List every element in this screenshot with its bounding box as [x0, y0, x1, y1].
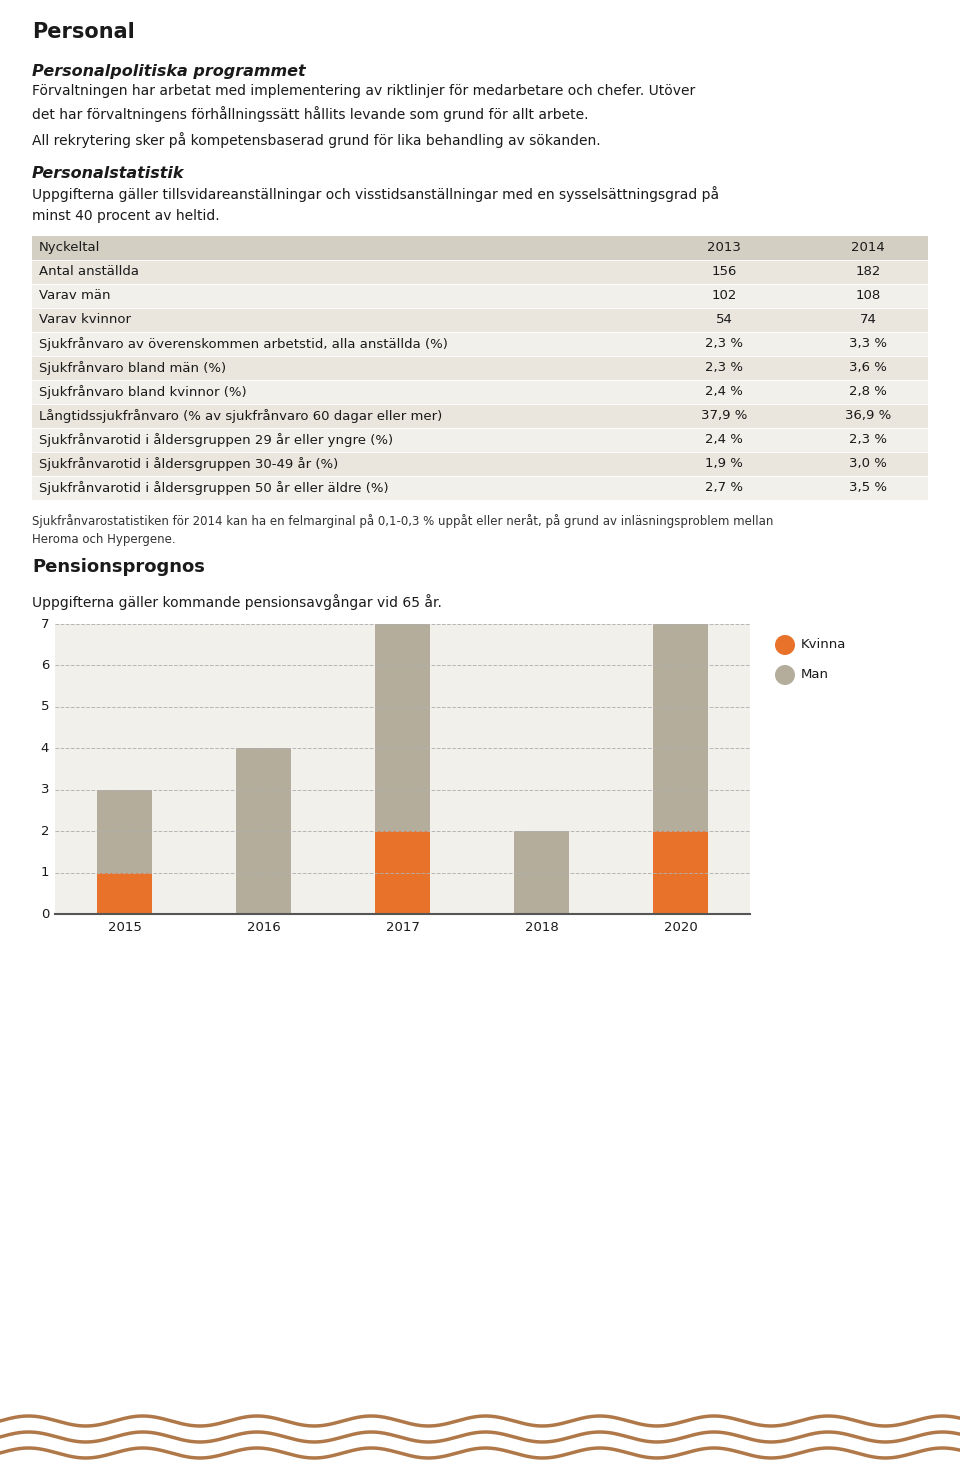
- Text: Uppgifterna gäller kommande pensionsavgångar vid 65 år.: Uppgifterna gäller kommande pensionsavgå…: [32, 593, 442, 610]
- Circle shape: [775, 635, 795, 655]
- Text: 2013: 2013: [708, 241, 741, 254]
- Bar: [32, 260, 928, 283]
- Bar: [32, 452, 928, 475]
- Text: 36,9 %: 36,9 %: [845, 409, 891, 422]
- Text: 108: 108: [855, 289, 880, 303]
- Bar: [32, 308, 928, 332]
- Bar: [32, 356, 928, 379]
- Text: 2,3 %: 2,3 %: [705, 337, 743, 350]
- Text: 2015: 2015: [108, 921, 141, 934]
- Text: Sjukfrånvaro av överenskommen arbetstid, alla anställda (%): Sjukfrånvaro av överenskommen arbetstid,…: [39, 337, 448, 351]
- Text: Nyckeltal: Nyckeltal: [39, 241, 101, 254]
- Text: 156: 156: [711, 266, 736, 277]
- Text: 54: 54: [715, 313, 732, 326]
- Text: Sjukfrånvaro bland kvinnor (%): Sjukfrånvaro bland kvinnor (%): [39, 385, 247, 399]
- Text: 37,9 %: 37,9 %: [701, 409, 747, 422]
- Text: 4: 4: [40, 742, 49, 754]
- Text: 2,8 %: 2,8 %: [849, 385, 887, 399]
- Text: Sjukfrånvarotid i åldersgruppen 50 år eller äldre (%): Sjukfrånvarotid i åldersgruppen 50 år el…: [39, 481, 389, 494]
- Text: 3,5 %: 3,5 %: [849, 481, 887, 494]
- Text: Personal: Personal: [32, 22, 134, 41]
- Text: Pensionsprognos: Pensionsprognos: [32, 558, 204, 576]
- Text: 3,6 %: 3,6 %: [849, 362, 887, 373]
- Text: Långtidssjukfrånvaro (% av sjukfrånvaro 60 dagar eller mer): Långtidssjukfrånvaro (% av sjukfrånvaro …: [39, 409, 443, 424]
- Bar: [32, 236, 928, 260]
- Text: 2018: 2018: [524, 921, 559, 934]
- Text: Uppgifterna gäller tillsvidareanställningar och visstidsanställningar med en sys: Uppgifterna gäller tillsvidareanställnin…: [32, 186, 719, 223]
- Text: Kvinna: Kvinna: [801, 639, 847, 651]
- Bar: [32, 428, 928, 452]
- Text: 2,4 %: 2,4 %: [705, 385, 743, 399]
- Bar: [32, 475, 928, 500]
- Bar: [514, 831, 569, 914]
- Text: 3,0 %: 3,0 %: [849, 458, 887, 469]
- Text: Antal anställda: Antal anställda: [39, 266, 139, 277]
- Text: Sjukfrånvaro bland män (%): Sjukfrånvaro bland män (%): [39, 362, 227, 375]
- Text: 102: 102: [711, 289, 736, 303]
- Text: Förvaltningen har arbetat med implementering av riktlinjer för medarbetare och c: Förvaltningen har arbetat med implemente…: [32, 84, 695, 121]
- Text: Varav män: Varav män: [39, 289, 110, 303]
- Bar: [32, 404, 928, 428]
- Text: 5: 5: [40, 700, 49, 713]
- Text: Sjukfrånvarotid i åldersgruppen 30-49 år (%): Sjukfrånvarotid i åldersgruppen 30-49 år…: [39, 458, 338, 471]
- Text: 2: 2: [40, 825, 49, 838]
- Text: 2016: 2016: [247, 921, 280, 934]
- Text: Sjukfrånvarotid i åldersgruppen 29 år eller yngre (%): Sjukfrånvarotid i åldersgruppen 29 år el…: [39, 432, 394, 447]
- Text: 2,3 %: 2,3 %: [849, 432, 887, 446]
- Text: Varav kvinnor: Varav kvinnor: [39, 313, 131, 326]
- Text: All rekrytering sker på kompetensbaserad grund för lika behandling av sökanden.: All rekrytering sker på kompetensbaserad…: [32, 131, 601, 148]
- Text: 6: 6: [40, 658, 49, 672]
- Bar: [97, 872, 153, 914]
- Text: Personalstatistik: Personalstatistik: [32, 165, 184, 182]
- Bar: [374, 831, 430, 914]
- Text: 2,7 %: 2,7 %: [705, 481, 743, 494]
- Text: 74: 74: [859, 313, 876, 326]
- Bar: [32, 332, 928, 356]
- Text: 3: 3: [40, 784, 49, 796]
- Text: 7: 7: [40, 617, 49, 630]
- Text: Man: Man: [801, 669, 829, 682]
- Bar: [236, 748, 291, 914]
- Text: 0: 0: [40, 908, 49, 921]
- Bar: [653, 624, 708, 831]
- Text: 2014: 2014: [852, 241, 885, 254]
- Text: 2,4 %: 2,4 %: [705, 432, 743, 446]
- Text: 182: 182: [855, 266, 880, 277]
- Bar: [55, 624, 750, 914]
- Text: 1: 1: [40, 866, 49, 880]
- Text: 1,9 %: 1,9 %: [705, 458, 743, 469]
- Text: 3,3 %: 3,3 %: [849, 337, 887, 350]
- Text: 2,3 %: 2,3 %: [705, 362, 743, 373]
- Text: 2020: 2020: [663, 921, 697, 934]
- Bar: [97, 790, 153, 872]
- Text: Personalpolitiska programmet: Personalpolitiska programmet: [32, 63, 305, 80]
- Text: Sjukfrånvarostatistiken för 2014 kan ha en felmarginal på 0,1-0,3 % uppåt eller : Sjukfrånvarostatistiken för 2014 kan ha …: [32, 514, 774, 546]
- Text: 2017: 2017: [386, 921, 420, 934]
- Bar: [32, 283, 928, 308]
- Bar: [653, 831, 708, 914]
- Bar: [374, 624, 430, 831]
- Circle shape: [775, 666, 795, 685]
- Bar: [32, 379, 928, 404]
